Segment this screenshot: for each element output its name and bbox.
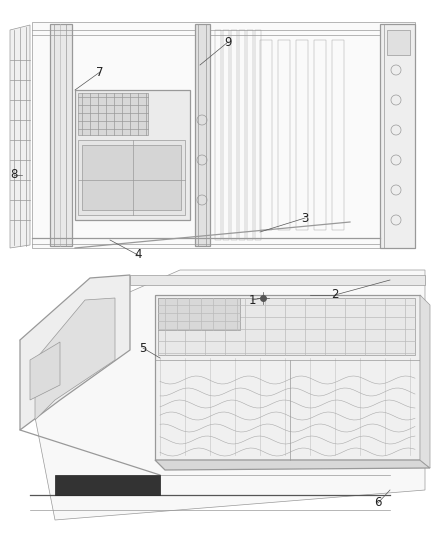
Text: 5: 5 xyxy=(139,342,147,354)
Polygon shape xyxy=(10,25,30,248)
Polygon shape xyxy=(420,295,430,468)
Polygon shape xyxy=(20,270,425,520)
Polygon shape xyxy=(380,24,415,248)
Text: 4: 4 xyxy=(134,248,142,262)
Polygon shape xyxy=(55,475,160,495)
Polygon shape xyxy=(130,275,425,285)
Polygon shape xyxy=(78,140,185,215)
Polygon shape xyxy=(75,90,190,220)
Polygon shape xyxy=(82,145,181,210)
Text: 1: 1 xyxy=(248,294,256,306)
Polygon shape xyxy=(195,24,210,246)
Polygon shape xyxy=(30,342,60,400)
Polygon shape xyxy=(20,275,130,430)
Text: 3: 3 xyxy=(301,212,309,224)
Text: 2: 2 xyxy=(331,288,339,302)
Polygon shape xyxy=(78,93,148,135)
Polygon shape xyxy=(387,30,410,55)
Polygon shape xyxy=(50,24,72,246)
Text: 8: 8 xyxy=(11,168,18,182)
Polygon shape xyxy=(155,295,420,460)
Text: 7: 7 xyxy=(96,66,104,78)
Text: 6: 6 xyxy=(374,497,382,510)
Polygon shape xyxy=(155,460,430,470)
Text: 9: 9 xyxy=(224,36,232,49)
Polygon shape xyxy=(35,298,115,420)
Polygon shape xyxy=(158,298,415,355)
Polygon shape xyxy=(158,298,240,330)
Polygon shape xyxy=(32,22,415,248)
